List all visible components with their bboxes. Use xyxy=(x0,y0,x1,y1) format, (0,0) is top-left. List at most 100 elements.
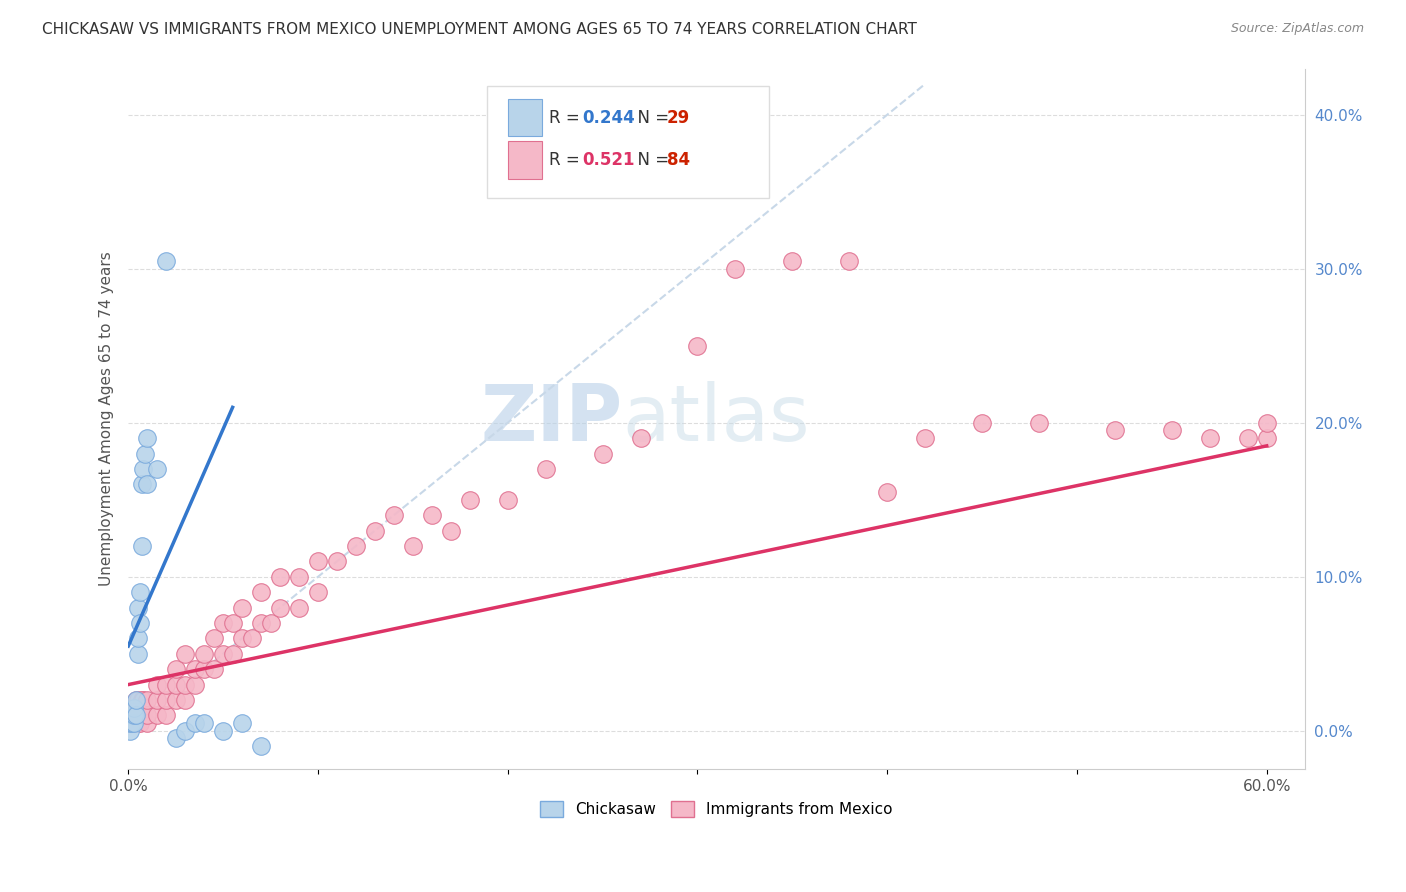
Point xyxy=(136,477,159,491)
Point xyxy=(131,708,153,723)
Point xyxy=(122,708,145,723)
Point xyxy=(136,708,159,723)
Point xyxy=(165,662,187,676)
Point xyxy=(240,632,263,646)
Point xyxy=(127,708,149,723)
Point xyxy=(127,716,149,731)
Point xyxy=(125,693,148,707)
Point xyxy=(592,446,614,460)
Point xyxy=(165,731,187,746)
Point xyxy=(782,254,804,268)
Text: 0.244: 0.244 xyxy=(582,109,636,127)
Point xyxy=(120,723,142,738)
Point xyxy=(125,708,148,723)
Point xyxy=(914,431,936,445)
Text: atlas: atlas xyxy=(623,381,810,457)
Point xyxy=(534,462,557,476)
Point xyxy=(131,477,153,491)
Point xyxy=(972,416,994,430)
Point xyxy=(212,647,235,661)
Point xyxy=(174,723,197,738)
Point xyxy=(120,716,142,731)
Point xyxy=(145,693,167,707)
Point xyxy=(876,485,898,500)
Point xyxy=(128,716,150,731)
Point xyxy=(131,539,153,553)
Point xyxy=(122,700,145,714)
Point xyxy=(202,662,225,676)
Point xyxy=(128,615,150,630)
Point xyxy=(221,647,243,661)
Point xyxy=(122,700,145,714)
Point xyxy=(165,693,187,707)
Point xyxy=(364,524,387,538)
Text: CHICKASAW VS IMMIGRANTS FROM MEXICO UNEMPLOYMENT AMONG AGES 65 TO 74 YEARS CORRE: CHICKASAW VS IMMIGRANTS FROM MEXICO UNEM… xyxy=(42,22,917,37)
Point xyxy=(128,585,150,599)
Point xyxy=(125,716,148,731)
Point xyxy=(288,570,311,584)
Point xyxy=(136,693,159,707)
Point xyxy=(202,632,225,646)
Text: 0.521: 0.521 xyxy=(582,151,636,169)
Point xyxy=(134,700,156,714)
Point xyxy=(402,539,425,553)
Point xyxy=(212,723,235,738)
Point xyxy=(250,615,273,630)
Text: ZIP: ZIP xyxy=(479,381,623,457)
FancyBboxPatch shape xyxy=(486,86,769,198)
Point xyxy=(121,716,143,731)
Y-axis label: Unemployment Among Ages 65 to 74 years: Unemployment Among Ages 65 to 74 years xyxy=(100,252,114,586)
Point xyxy=(686,339,709,353)
Point xyxy=(127,647,149,661)
Point xyxy=(307,585,329,599)
Point xyxy=(193,716,215,731)
Point xyxy=(183,662,205,676)
Point xyxy=(127,693,149,707)
Point xyxy=(125,693,148,707)
Legend: Chickasaw, Immigrants from Mexico: Chickasaw, Immigrants from Mexico xyxy=(533,794,901,825)
Point xyxy=(121,716,143,731)
Point xyxy=(174,693,197,707)
Point xyxy=(122,716,145,731)
Point xyxy=(724,261,747,276)
Point xyxy=(326,554,349,568)
Point xyxy=(1236,431,1258,445)
Point xyxy=(458,492,481,507)
Text: 84: 84 xyxy=(666,151,690,169)
Point xyxy=(231,716,253,731)
Point xyxy=(132,693,155,707)
Text: R =: R = xyxy=(550,151,585,169)
Point xyxy=(630,431,652,445)
Point xyxy=(259,615,281,630)
Point xyxy=(288,600,311,615)
Point xyxy=(145,462,167,476)
Point xyxy=(193,647,215,661)
Point xyxy=(193,662,215,676)
Point xyxy=(155,693,177,707)
Point xyxy=(250,739,273,754)
Point xyxy=(269,600,291,615)
Point xyxy=(127,632,149,646)
Point xyxy=(382,508,405,523)
Point xyxy=(212,615,235,630)
Point xyxy=(1198,431,1220,445)
Point xyxy=(231,600,253,615)
Point xyxy=(155,677,177,691)
Point xyxy=(121,708,143,723)
Point xyxy=(122,716,145,731)
Point xyxy=(155,254,177,268)
Point xyxy=(136,716,159,731)
Point xyxy=(250,585,273,599)
Point xyxy=(174,677,197,691)
Point xyxy=(121,708,143,723)
FancyBboxPatch shape xyxy=(508,141,543,178)
Point xyxy=(127,600,149,615)
Point xyxy=(269,570,291,584)
Point xyxy=(183,677,205,691)
Point xyxy=(120,708,142,723)
Text: N =: N = xyxy=(627,151,675,169)
FancyBboxPatch shape xyxy=(508,99,543,136)
Point xyxy=(120,716,142,731)
Point xyxy=(307,554,329,568)
Point xyxy=(136,431,159,445)
